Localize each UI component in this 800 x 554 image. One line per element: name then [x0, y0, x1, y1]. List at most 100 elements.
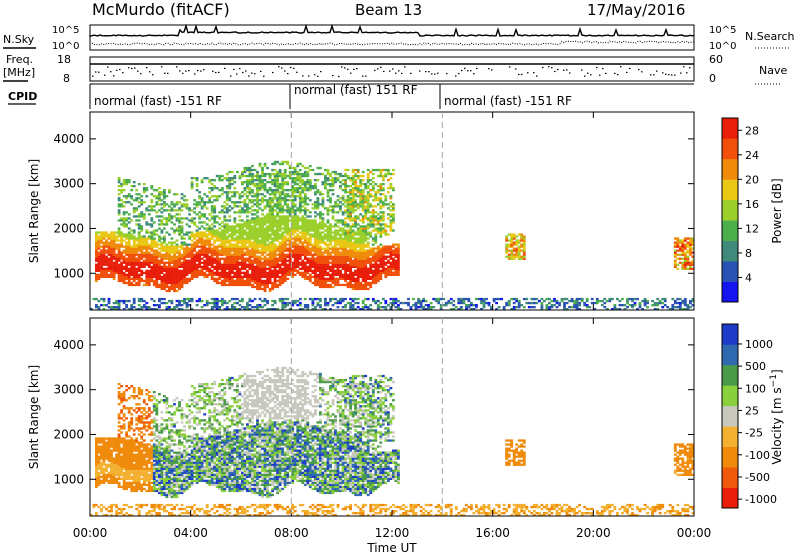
data-cell [95, 245, 98, 248]
data-cell [268, 174, 272, 178]
data-cell [316, 273, 320, 276]
data-cell [193, 259, 196, 262]
data-cell [155, 215, 159, 218]
data-cell [132, 306, 136, 309]
data-cell [374, 279, 378, 283]
data-cell [321, 265, 325, 268]
data-cell [112, 251, 116, 254]
data-cell [150, 187, 154, 190]
data-cell [271, 231, 274, 234]
data-cell [185, 301, 189, 305]
data-cell [457, 301, 461, 305]
data-cell [296, 164, 300, 168]
data-cell [301, 199, 305, 202]
data-cell [246, 275, 249, 278]
data-cell [480, 299, 483, 303]
data-cell [308, 237, 312, 240]
data-cell [326, 251, 330, 254]
data-cell [288, 211, 292, 214]
data-cell [256, 308, 259, 311]
data-cell [205, 255, 209, 258]
data-cell [225, 235, 229, 238]
data-cell [341, 275, 345, 278]
data-cell [344, 261, 347, 264]
data-cell [175, 259, 179, 262]
data-cell [258, 164, 262, 168]
data-cell [361, 229, 365, 232]
data-cell [298, 174, 302, 178]
data-cell [314, 185, 317, 188]
data-cell [344, 283, 347, 287]
data-cell [505, 245, 508, 248]
data-cell [344, 265, 347, 268]
data-cell [356, 243, 360, 246]
data-cell [454, 306, 458, 309]
data-cell [213, 271, 217, 274]
nave-point [686, 72, 688, 74]
data-cell [115, 245, 118, 248]
data-cell [344, 199, 347, 202]
data-cell [351, 203, 355, 206]
data-cell [258, 185, 262, 188]
data-cell [97, 247, 101, 250]
data-cell [271, 259, 274, 262]
data-cell [374, 263, 378, 266]
data-cell [480, 308, 483, 311]
data-cell [213, 229, 217, 232]
data-cell [112, 277, 116, 280]
data-cell [392, 215, 395, 218]
data-cell [306, 247, 310, 250]
data-cell [314, 233, 317, 236]
data-cell [112, 267, 116, 270]
data-cell [379, 227, 383, 230]
data-cell [241, 201, 244, 204]
data-cell [268, 269, 272, 272]
data-cell [288, 231, 292, 234]
data-cell [180, 283, 184, 287]
data-cell [286, 243, 290, 246]
data-cell [366, 275, 370, 278]
nave-point [272, 71, 274, 74]
data-cell [288, 174, 292, 178]
data-cell [331, 257, 335, 260]
data-cell [301, 253, 305, 256]
data-cell [205, 235, 209, 238]
data-cell [147, 306, 151, 309]
data-cell [326, 233, 330, 236]
data-cell [490, 306, 493, 309]
data-cell [130, 265, 134, 268]
data-cell [356, 229, 360, 232]
data-cell [225, 255, 229, 258]
data-cell [334, 297, 337, 301]
data-cell [351, 207, 355, 210]
data-cell [190, 267, 194, 270]
data-cell [253, 271, 257, 274]
data-cell [376, 229, 380, 232]
data-cell [356, 297, 360, 301]
data-cell [110, 271, 113, 274]
data-cell [261, 187, 264, 190]
nave-point [563, 69, 565, 71]
data-cell [256, 231, 259, 234]
data-cell [356, 237, 360, 240]
data-cell [271, 221, 274, 224]
data-cell [117, 197, 121, 200]
data-cell [155, 285, 159, 289]
data-cell [220, 251, 224, 254]
data-cell [107, 275, 111, 278]
data-cell [218, 174, 222, 178]
data-cell [220, 281, 224, 285]
data-cell [261, 227, 264, 230]
data-cell [256, 172, 259, 176]
data-cell [253, 185, 257, 188]
data-cell [110, 245, 113, 248]
data-cell [158, 223, 161, 226]
data-cell [387, 233, 390, 236]
data-cell [180, 205, 184, 208]
data-cell [334, 265, 337, 268]
data-cell [218, 261, 222, 264]
data-cell [281, 191, 285, 194]
data-cell [389, 306, 393, 309]
data-cell [369, 285, 373, 289]
data-cell [261, 209, 264, 212]
